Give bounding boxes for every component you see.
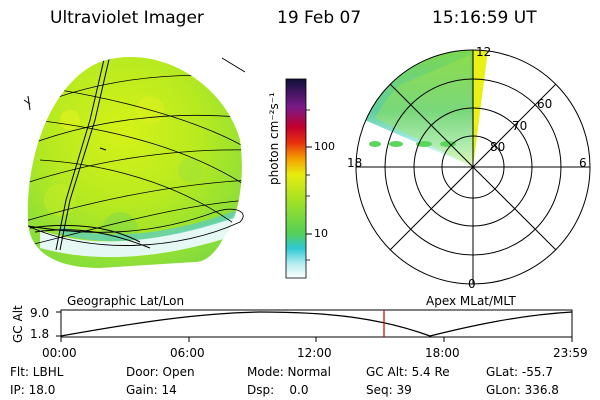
polar-plot	[355, 49, 591, 285]
time-tick-2359: 23:59	[553, 346, 588, 360]
mlt-label-0: 0	[468, 277, 476, 291]
dsp-readout: Dsp: 0.0	[247, 383, 309, 397]
colorbar	[285, 78, 312, 279]
altitude-tick-1-8: 1.8	[30, 327, 50, 341]
mlt-label-18: 18	[347, 156, 363, 170]
filter-readout: Flt: LBHL	[10, 365, 64, 379]
apex-panel-label: Apex MLat/MLT	[426, 294, 516, 308]
altitude-axis-title: GC Alt	[11, 305, 25, 343]
altitude-curve	[60, 311, 573, 337]
time-label: 15:16:59 UT	[432, 8, 537, 28]
colorbar-label: photon cm⁻²s⁻¹	[267, 92, 281, 185]
geographic-image	[23, 57, 246, 268]
colorbar-tick-10: 10	[314, 227, 328, 240]
mlat-label-80: 80	[490, 140, 506, 154]
ip-readout: IP: 18.0	[10, 383, 56, 397]
time-tick-0600: 06:00	[170, 346, 205, 360]
door-readout: Door: Open	[126, 365, 195, 379]
auroral-spots	[369, 141, 456, 147]
seq-readout: Seq: 39	[366, 383, 412, 397]
mlat-label-60: 60	[537, 97, 553, 111]
gain-readout: Gain: 14	[126, 383, 177, 397]
time-tick-1200: 12:00	[297, 346, 332, 360]
altitude-tick-9-0: 9.0	[30, 306, 50, 320]
mode-readout: Mode: Normal	[247, 365, 331, 379]
colorbar-tick-100: 100	[314, 140, 335, 153]
mlt-label-6: 6	[579, 156, 587, 170]
time-tick-1800: 18:00	[425, 346, 460, 360]
date-label: 19 Feb 07	[277, 8, 362, 28]
glon-readout: GLon: 336.8	[486, 383, 559, 397]
altitude-plot	[56, 309, 573, 342]
instrument-title: Ultraviolet Imager	[50, 8, 204, 28]
time-tick-0000: 00:00	[42, 346, 77, 360]
mlt-label-12: 12	[476, 45, 492, 59]
mlat-label-70: 70	[512, 119, 528, 133]
gc-alt-readout: GC Alt: 5.4 Re	[366, 365, 450, 379]
geographic-panel-label: Geographic Lat/Lon	[67, 294, 185, 308]
glat-readout: GLat: -55.7	[486, 365, 553, 379]
